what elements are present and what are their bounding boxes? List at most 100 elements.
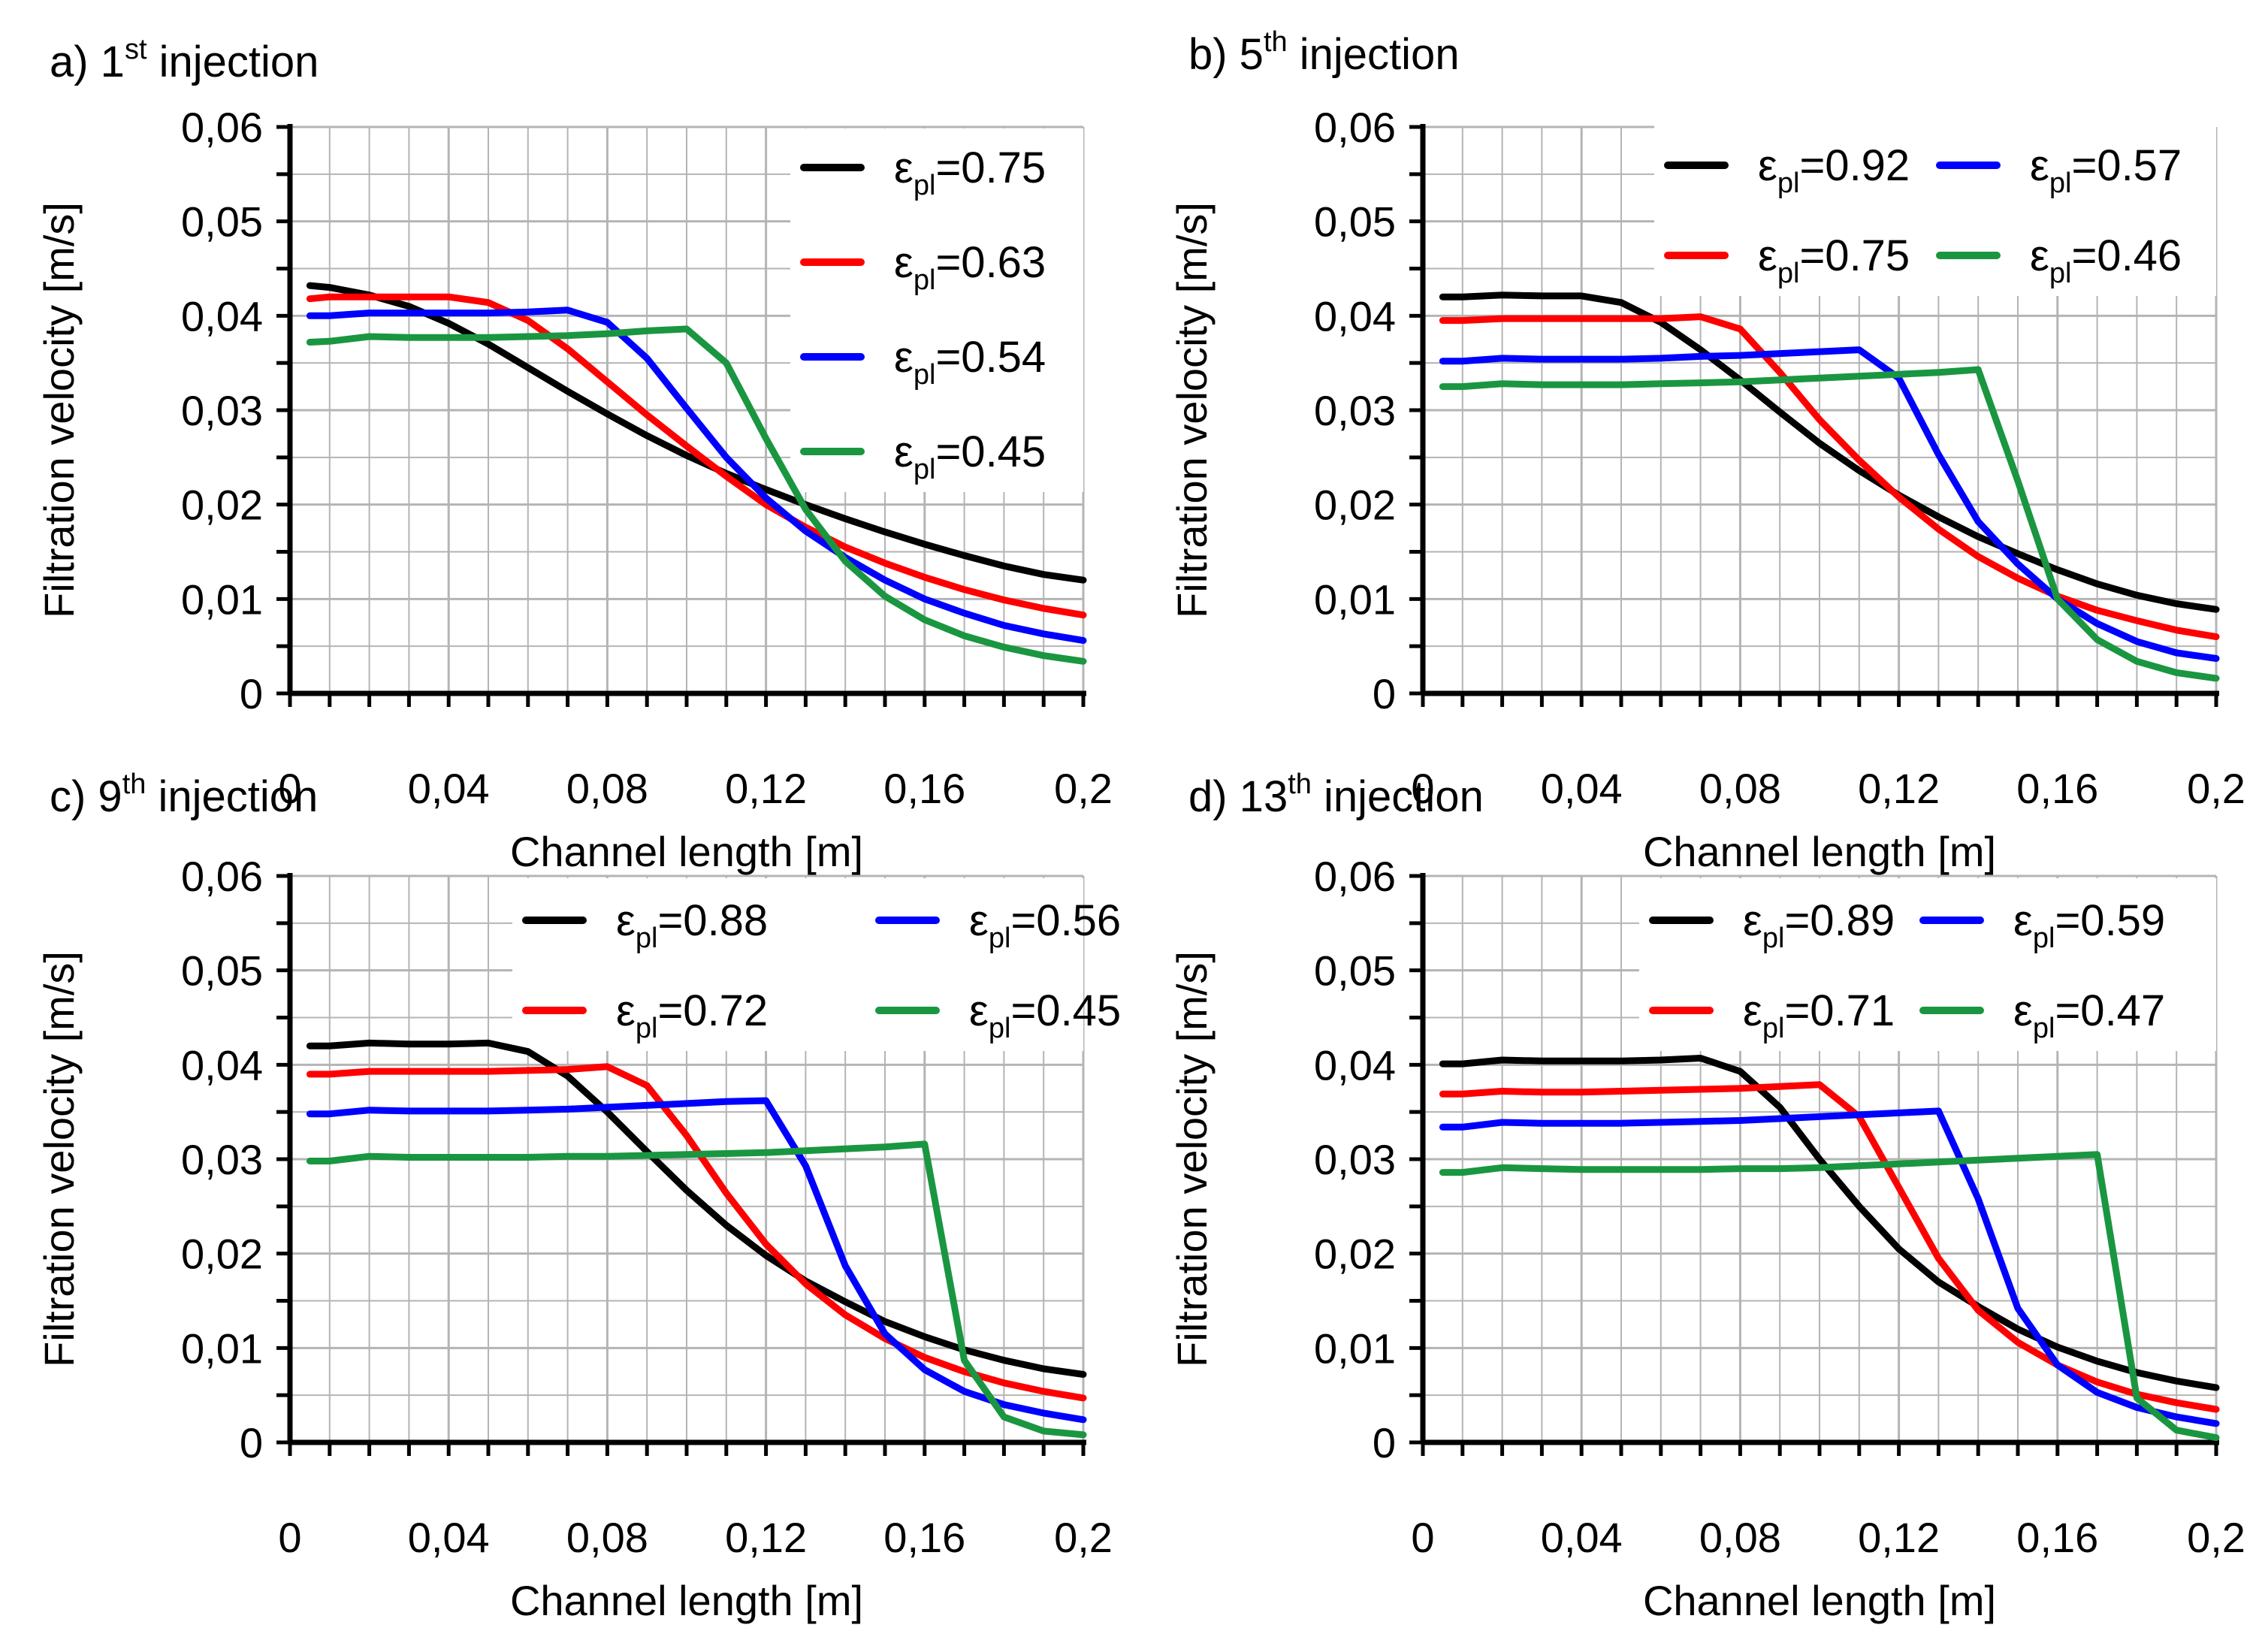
y-tick-label: 0,04 xyxy=(1314,292,1396,340)
legend-item: εpl=0.59 xyxy=(1919,896,2165,954)
series-line-2 xyxy=(1439,313,2220,641)
legend-epsilon: ε xyxy=(969,986,989,1035)
panel-title: a) 1st injection xyxy=(50,34,319,86)
panel-title: c) 9th injection xyxy=(50,769,318,821)
legend-item: εpl=0.71 xyxy=(1649,986,1895,1044)
series-lines xyxy=(1439,1055,2220,1442)
y-tick-label: 0,05 xyxy=(1314,198,1396,246)
legend-value: =0.59 xyxy=(2055,896,2165,945)
legend-epsilon: ε xyxy=(894,238,914,287)
legend-background xyxy=(790,128,1083,492)
legend-item: εpl=0.54 xyxy=(800,333,1046,391)
y-tick-label: 0,02 xyxy=(1314,1231,1396,1278)
y-tick-label: 0,03 xyxy=(1314,387,1396,434)
legend-label: εpl=0.46 xyxy=(2030,231,2182,289)
x-axis-label: Channel length [m] xyxy=(1643,828,1996,875)
series-line-3 xyxy=(306,1097,1087,1424)
legend-background xyxy=(512,878,1083,1051)
x-tick-label: 0 xyxy=(1411,765,1434,812)
y-tick-label: 0,04 xyxy=(181,1041,263,1089)
legend-label: εpl=0.89 xyxy=(1743,896,1895,954)
legend-subscript: pl xyxy=(2033,923,2055,954)
legend-item: εpl=0.72 xyxy=(522,986,768,1044)
legend-item: εpl=0.63 xyxy=(800,238,1046,296)
panel-title-suffix: injection xyxy=(146,772,318,821)
y-tick-label: 0,01 xyxy=(1314,1324,1396,1372)
panel-title-suffix: injection xyxy=(147,38,319,86)
y-tick-label: 0,03 xyxy=(1314,1136,1396,1183)
y-axis-label: Filtration velocity [m/s] xyxy=(35,202,83,618)
series-line-4 xyxy=(306,325,1087,665)
x-tick-label: 0,2 xyxy=(1054,1514,1113,1561)
x-tick-label: 0,16 xyxy=(883,765,965,812)
x-axis-label: Channel length [m] xyxy=(510,828,863,875)
y-tick-label: 0,05 xyxy=(181,198,263,246)
legend-label: εpl=0.45 xyxy=(969,986,1121,1044)
panel-title: d) 13th injection xyxy=(1188,769,1484,821)
legend-value: =0.45 xyxy=(1010,986,1121,1035)
series-lines xyxy=(306,282,1087,665)
x-tick-label: 0 xyxy=(278,765,301,812)
x-tick-label: 0,2 xyxy=(2187,765,2245,812)
legend-item: εpl=0.75 xyxy=(800,143,1046,201)
series-line-3 xyxy=(1439,346,2220,662)
legend-item: εpl=0.75 xyxy=(1664,231,1910,289)
panel-title-prefix: b) 5 xyxy=(1188,30,1264,79)
panel-title-superscript: th xyxy=(1264,26,1288,58)
legend-value: =0.56 xyxy=(1010,896,1121,945)
series-line-1 xyxy=(306,1039,1087,1378)
legend-subscript: pl xyxy=(914,454,936,485)
x-tick-label: 0,08 xyxy=(566,1514,648,1561)
legend-epsilon: ε xyxy=(616,986,636,1035)
x-tick-label: 0,12 xyxy=(1858,765,1940,812)
chart-panel-b: 0 0,01 0,02 0,03 0,04 0,05 0,06 0 0,04 0,08 0,12 0,… xyxy=(1168,26,2245,875)
x-tick-label: 0,04 xyxy=(1541,1514,1623,1561)
legend-epsilon: ε xyxy=(2013,896,2033,945)
series-lines xyxy=(1439,291,2220,682)
y-tick-label: 0,01 xyxy=(181,1324,263,1372)
y-tick-label: 0,01 xyxy=(181,575,263,623)
series-line-4 xyxy=(1439,366,2220,682)
legend-value: =0.54 xyxy=(935,333,1046,382)
legend-value: =0.88 xyxy=(657,896,768,945)
legend-subscript: pl xyxy=(636,923,658,954)
x-tick-label: 0,08 xyxy=(566,765,648,812)
legend-label: εpl=0.88 xyxy=(616,896,768,954)
y-tick-label: 0,03 xyxy=(181,1136,263,1183)
y-tick-label: 0 xyxy=(240,670,263,717)
legend-value: =0.75 xyxy=(1799,231,1910,280)
series-lines xyxy=(306,1039,1087,1439)
y-axis-label: Filtration velocity [m/s] xyxy=(1168,202,1216,618)
legend-label: εpl=0.72 xyxy=(616,986,768,1044)
x-tick-label: 0,04 xyxy=(408,1514,490,1561)
series-line-2 xyxy=(306,1063,1087,1402)
series-line-4 xyxy=(1439,1151,2220,1442)
y-tick-label: 0,02 xyxy=(1314,482,1396,529)
legend-epsilon: ε xyxy=(1743,986,1762,1035)
panel-title-suffix: injection xyxy=(1312,772,1484,821)
legend-epsilon: ε xyxy=(2030,231,2049,280)
panel-title-superscript: th xyxy=(122,769,146,800)
series-line-1 xyxy=(1439,1055,2220,1391)
chart-panel-d: 0 0,01 0,02 0,03 0,04 0,05 0,06 0 0,04 0,08 0,12 0,… xyxy=(1168,769,2245,1624)
legend-label: εpl=0.56 xyxy=(969,896,1121,954)
legend-label: εpl=0.59 xyxy=(2013,896,2165,954)
panel-title-prefix: c) 9 xyxy=(50,772,122,821)
panel-title-superscript: th xyxy=(1288,769,1312,800)
y-tick-label: 0,04 xyxy=(181,292,263,340)
legend-item: εpl=0.57 xyxy=(1936,141,2182,199)
legend-epsilon: ε xyxy=(894,333,914,382)
legend-value: =0.47 xyxy=(2055,986,2165,1035)
series-line-4 xyxy=(306,1140,1087,1439)
legend-item: εpl=0.89 xyxy=(1649,896,1895,954)
legend-label: εpl=0.75 xyxy=(894,143,1046,201)
legend-epsilon: ε xyxy=(2013,986,2033,1035)
legend-label: εpl=0.54 xyxy=(894,333,1046,391)
series-line-3 xyxy=(306,307,1087,645)
legend-value: =0.57 xyxy=(2071,141,2182,190)
series-line-2 xyxy=(306,293,1087,619)
legend-subscript: pl xyxy=(1762,923,1785,954)
